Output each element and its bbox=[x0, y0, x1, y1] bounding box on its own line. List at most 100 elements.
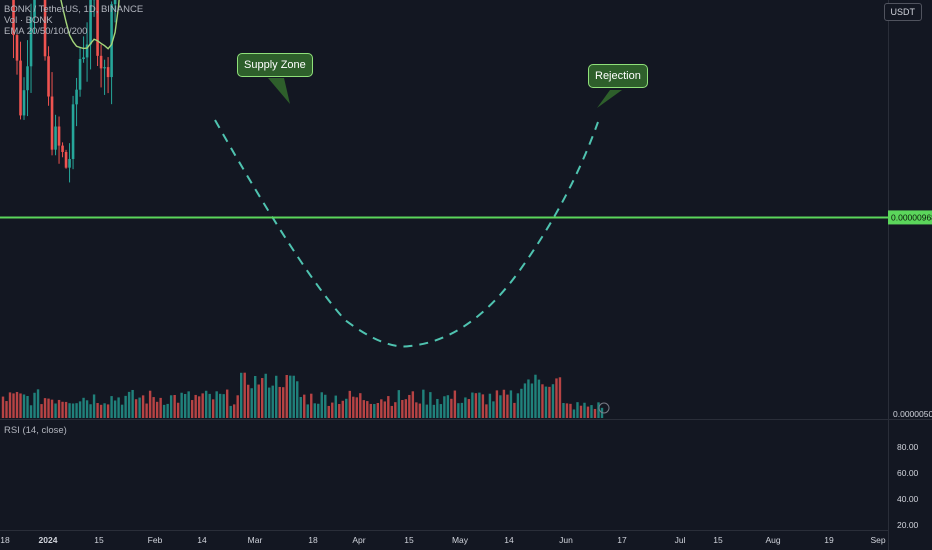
volume-bar bbox=[183, 394, 187, 418]
volume-bar bbox=[82, 397, 85, 418]
volume-bar bbox=[215, 391, 218, 418]
volume-bar bbox=[278, 386, 281, 418]
volume-bar bbox=[61, 401, 64, 418]
volume-bar bbox=[569, 403, 572, 418]
time-tick-label: Jun bbox=[559, 535, 573, 545]
volume-bar bbox=[257, 384, 260, 418]
volume-bar bbox=[75, 403, 78, 418]
candle-body bbox=[96, 0, 99, 56]
volume-bar bbox=[530, 383, 534, 418]
volume-bar bbox=[236, 395, 239, 418]
rejection-pointer bbox=[597, 90, 622, 108]
volume-bar bbox=[450, 398, 453, 418]
volume-bar bbox=[401, 400, 404, 418]
volume-bar bbox=[145, 403, 148, 418]
rsi-legend[interactable]: RSI (14, close) bbox=[4, 425, 67, 436]
time-tick-label: 18 bbox=[308, 535, 318, 545]
volume-bar bbox=[124, 395, 127, 418]
volume-bar bbox=[1, 396, 5, 418]
volume-bar bbox=[47, 398, 50, 418]
volume-bar bbox=[26, 396, 29, 418]
volume-bar bbox=[292, 375, 295, 418]
volume-bar bbox=[99, 404, 103, 418]
candles bbox=[12, 0, 117, 183]
volume-bar bbox=[352, 396, 355, 418]
volume-bar bbox=[296, 381, 299, 418]
volume-bar bbox=[324, 394, 327, 418]
candle-body bbox=[103, 67, 106, 69]
volume-bar bbox=[562, 403, 565, 418]
candle-body bbox=[54, 126, 57, 150]
volume-bar bbox=[138, 397, 141, 418]
candle-body bbox=[33, 0, 36, 18]
volume-bar bbox=[50, 399, 54, 418]
volume-bar bbox=[387, 396, 390, 418]
volume-bar bbox=[506, 394, 509, 418]
volume-bar bbox=[481, 394, 485, 418]
volume-bar bbox=[261, 378, 264, 418]
volume-bar bbox=[534, 374, 537, 418]
volume-bar bbox=[527, 379, 530, 418]
volume-bar bbox=[239, 372, 243, 418]
volume-bar bbox=[22, 394, 26, 418]
volume-bar bbox=[106, 404, 110, 418]
volume-bar bbox=[593, 408, 597, 418]
symbol-title[interactable]: BONK / TetherUS, 1D, BINANCE bbox=[4, 4, 144, 15]
volume-bar bbox=[250, 388, 253, 418]
volume-bar bbox=[464, 397, 467, 418]
volume-bar bbox=[131, 389, 134, 418]
candle-body bbox=[26, 66, 29, 91]
candle-body bbox=[68, 158, 71, 168]
time-tick-label: 2024 bbox=[39, 535, 58, 545]
candle-body bbox=[22, 90, 26, 116]
volume-bar bbox=[173, 394, 176, 418]
volume-bar bbox=[222, 394, 225, 418]
time-tick-label: Apr bbox=[352, 535, 365, 545]
support-price-label: 0.00000968 bbox=[891, 212, 932, 222]
volume-bar bbox=[380, 399, 383, 418]
volume-bar bbox=[572, 409, 576, 418]
volume-bar bbox=[317, 403, 320, 418]
rsi-tick-label: 60.00 bbox=[897, 468, 919, 478]
volume-bar bbox=[271, 385, 274, 418]
rejection-label: Rejection bbox=[588, 64, 648, 88]
candle-body bbox=[61, 145, 64, 152]
candle-body bbox=[78, 59, 82, 90]
volume-bar bbox=[141, 395, 145, 418]
volume-bar bbox=[268, 387, 271, 418]
candle-body bbox=[50, 96, 54, 150]
volume-bar bbox=[54, 403, 57, 418]
volume-bar bbox=[558, 377, 562, 418]
volume-legend[interactable]: Vol · BONK bbox=[4, 15, 53, 26]
volume-bar bbox=[187, 391, 190, 418]
volume-bar bbox=[411, 391, 415, 418]
volume-bar bbox=[110, 396, 113, 418]
rsi-tick-label: 40.00 bbox=[897, 494, 919, 504]
time-tick-label: Aug bbox=[765, 535, 780, 545]
volume-bar bbox=[254, 375, 257, 418]
volume-bar bbox=[331, 402, 334, 418]
volume-bar bbox=[211, 399, 215, 418]
volume-bar bbox=[113, 400, 117, 418]
volume-bar bbox=[134, 399, 138, 418]
volume-bar bbox=[232, 404, 236, 418]
volume-bar bbox=[299, 397, 302, 418]
currency-button[interactable]: USDT bbox=[883, 3, 922, 21]
candle-body bbox=[15, 35, 19, 61]
volume-bar bbox=[425, 404, 429, 418]
volume-bar bbox=[12, 393, 15, 418]
volume-bar bbox=[404, 399, 408, 418]
volume-bar bbox=[513, 402, 516, 418]
volume-bar bbox=[169, 395, 173, 418]
volume-bar bbox=[334, 395, 337, 418]
ema-legend[interactable]: EMA 20/50/100/200 bbox=[4, 26, 88, 37]
candle-body bbox=[99, 55, 103, 69]
volume-bar bbox=[310, 393, 313, 418]
volume-bar bbox=[148, 390, 152, 418]
rsi-tick-label: 20.00 bbox=[897, 520, 919, 530]
time-tick-label: 19 bbox=[824, 535, 834, 545]
volume-bar bbox=[394, 402, 397, 418]
volume-bar bbox=[201, 393, 204, 418]
